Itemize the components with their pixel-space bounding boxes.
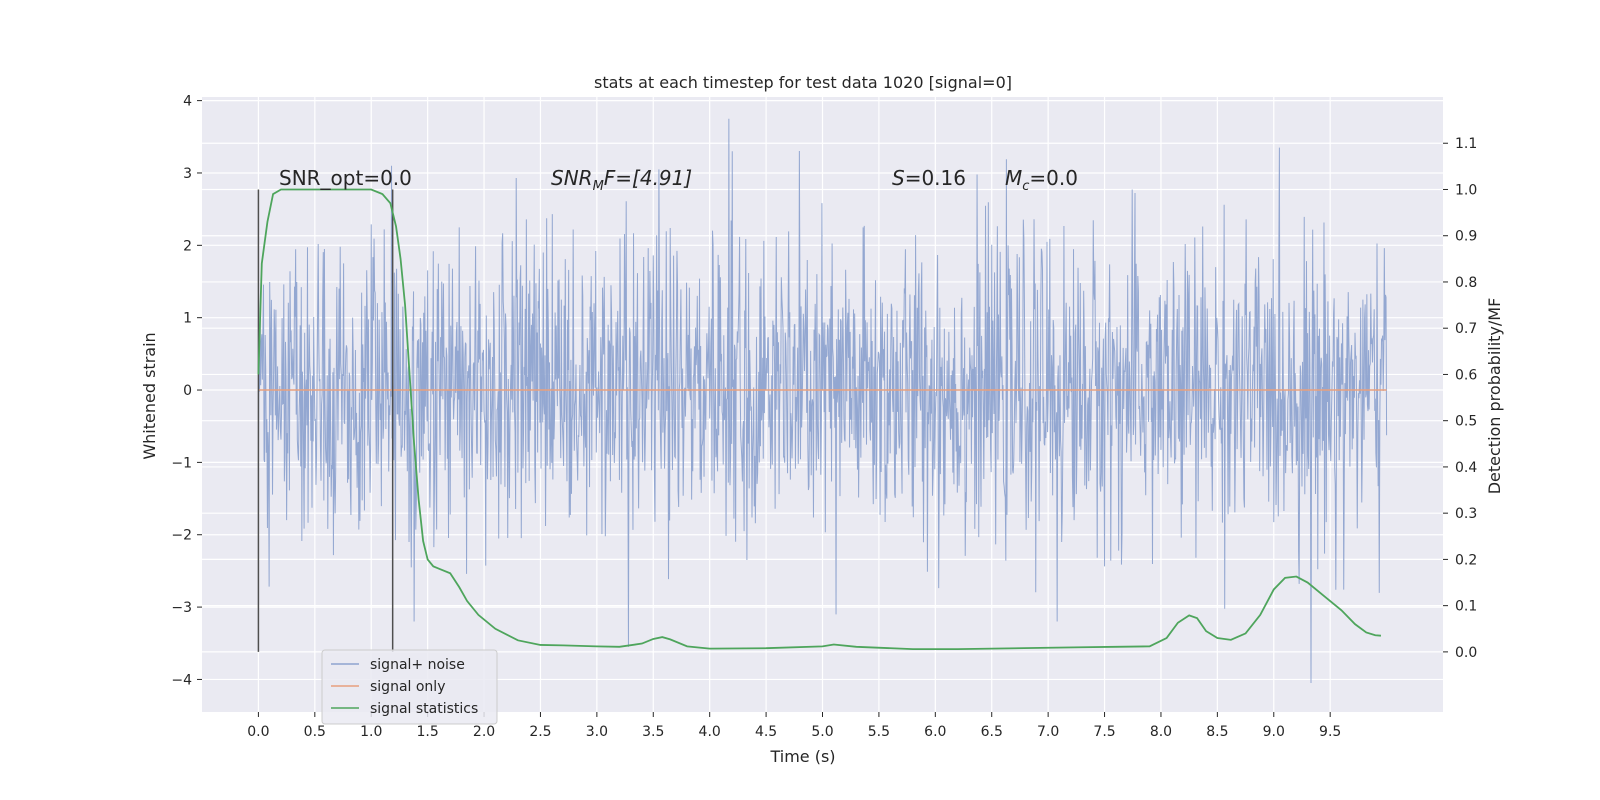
legend-box [321,649,498,725]
y-right-tick-label: 0.5 [1455,414,1477,430]
legend-label-signal-noise: signal+ noise [370,657,465,673]
x-tick-label: 7.0 [1037,724,1059,740]
y-right-tick-label: 0.8 [1455,275,1477,291]
snr-mf-subscript: M [593,179,604,194]
snr-mf-value: F=[4.91] [604,166,692,190]
y-tick-label: 1 [183,311,192,327]
s-value: =0.16 [905,166,966,190]
y-right-tick-label: 1.1 [1455,136,1477,152]
y-axis-right-label: Detection probability/MF [1485,298,1504,495]
x-tick-label: 4.0 [699,724,721,740]
y-tick-label: −2 [171,528,192,544]
y-right-tick-label: 0.6 [1455,367,1477,383]
x-tick-label: 9.0 [1263,724,1285,740]
x-tick-label: 1.0 [360,724,382,740]
y-tick-label: −4 [171,672,192,688]
x-tick-label: 8.5 [1206,724,1228,740]
x-tick-label: 9.5 [1319,724,1341,740]
data-area [257,118,1388,684]
y-right-tick-label: 0.7 [1455,321,1477,337]
y-right-tick-label: 0.4 [1455,460,1477,476]
mc-base: M [1005,166,1022,190]
s-symbol: S [892,166,905,190]
y-tick-label: −1 [171,455,192,471]
mc-annotation: Mc=0.0 [1005,166,1078,194]
y-tick-label: 0 [183,383,192,399]
y-tick-label: 4 [183,94,192,110]
y-right-tick-label: 0.0 [1455,645,1477,661]
legend: signal+ noise signal only signal statist… [321,649,498,725]
x-tick-label: 0.0 [247,724,269,740]
s-annotation: S=0.16 [892,166,966,190]
x-tick-label: 1.5 [417,724,439,740]
series-signal-statistics-line [257,188,1382,651]
x-tick-label: 8.0 [1150,724,1172,740]
y-right-tick-label: 0.2 [1455,552,1477,568]
x-tick-label: 0.5 [304,724,326,740]
x-tick-label: 4.5 [755,724,777,740]
y-right-tick-label: 0.1 [1455,599,1477,615]
legend-label-signal-only: signal only [370,679,445,695]
y-tick-label: 2 [183,238,192,254]
x-tick-label: 3.0 [586,724,608,740]
chart-title: stats at each timestep for test data 102… [594,73,1012,92]
snr-opt-annotation: SNR_opt=0.0 [279,166,412,190]
x-tick-label: 3.5 [642,724,664,740]
y-right-tick-label: 0.3 [1455,506,1477,522]
y-axis-label: Whitened strain [140,332,159,459]
x-tick-label: 2.0 [473,724,495,740]
x-tick-label: 6.5 [981,724,1003,740]
legend-label-signal-statistics: signal statistics [370,701,478,717]
x-axis-label: Time (s) [769,747,835,766]
x-tick-label: 5.0 [811,724,833,740]
y-tick-label: −3 [171,600,192,616]
y-tick-label: 3 [183,166,192,182]
y-right-tick-label: 0.9 [1455,229,1477,245]
ticks: 0.0 0.5 1.0 1.5 2.0 2.5 3.0 3.5 4.0 4.5 5.0 5.5 6.0 6… [171,94,1477,740]
x-tick-label: 2.5 [529,724,551,740]
mc-value: =0.0 [1029,166,1078,190]
snr-mf-annotation: SNRMF=[4.91] [551,166,692,194]
x-tick-label: 7.5 [1093,724,1115,740]
x-tick-label: 5.5 [868,724,890,740]
mc-subscript: c [1022,179,1029,194]
x-tick-label: 6.0 [924,724,946,740]
snr-mf-base: SNR [551,166,593,190]
y-right-tick-label: 1.0 [1455,182,1477,198]
